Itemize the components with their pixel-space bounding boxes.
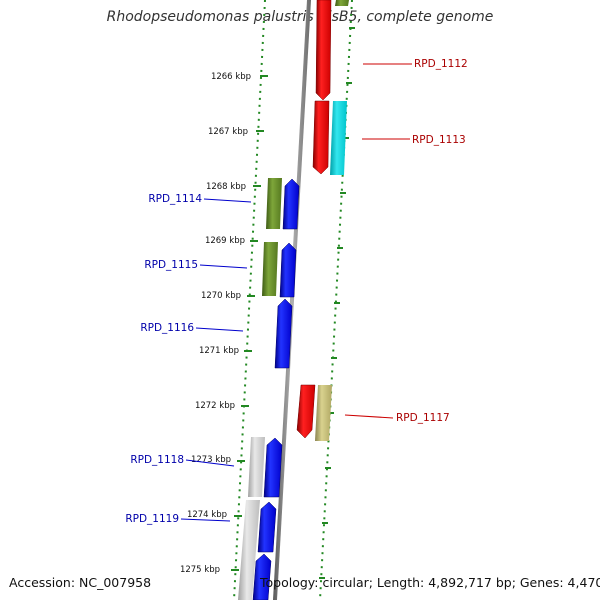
gene-feature-rpd-1118[interactable] — [263, 437, 283, 498]
scale-label-1269: 1269 kbp — [205, 236, 245, 246]
scale-label-1267: 1267 kbp — [208, 127, 248, 137]
gene-label-rpd-1115[interactable]: RPD_1115 — [144, 259, 198, 271]
scale-label-1270: 1270 kbp — [201, 291, 241, 301]
scale-label-1271: 1271 kbp — [199, 346, 239, 356]
accession-text: Accession: NC_007958 — [9, 575, 152, 590]
gene-feature-rpd-1117[interactable] — [296, 384, 316, 439]
gene-label-rpd-1117[interactable]: RPD_1117 — [396, 412, 450, 424]
leader-lines — [180, 63, 412, 522]
gene-feature-rpd-1116[interactable] — [274, 298, 293, 369]
scale-label-1268: 1268 kbp — [206, 182, 246, 192]
gene-feature-rpd-1113[interactable] — [312, 100, 330, 175]
gene-label-rpd-1116[interactable]: RPD_1116 — [140, 322, 194, 334]
gene-label-rpd-1112[interactable]: RPD_1112 — [414, 58, 468, 70]
reverse-cds-features — [252, 178, 300, 600]
cyan-feature — [330, 101, 347, 175]
olive-feature-1114 — [266, 178, 282, 229]
gene-label-rpd-1113[interactable]: RPD_1113 — [412, 134, 466, 146]
grey-feature-1118 — [248, 437, 265, 497]
gene-label-rpd-1114[interactable]: RPD_1114 — [148, 193, 202, 205]
scale-label-1275: 1275 kbp — [180, 565, 220, 575]
gene-feature-rpd-1114[interactable] — [282, 178, 300, 230]
gene-feature-rpd-1115[interactable] — [279, 242, 297, 298]
gene-feature-rpd-1119[interactable] — [257, 501, 277, 553]
scale-label-1266: 1266 kbp — [211, 72, 251, 82]
grey-feature-1119 — [238, 500, 260, 600]
scale-label-1274: 1274 kbp — [187, 510, 227, 520]
gene-label-rpd-1119[interactable]: RPD_1119 — [125, 513, 179, 525]
olive-feature-1115 — [262, 242, 278, 296]
genome-summary-text: Topology: circular; Length: 4,892,717 bp… — [260, 575, 600, 590]
category-features — [238, 0, 349, 600]
gene-label-rpd-1118[interactable]: RPD_1118 — [130, 454, 184, 466]
olive-feature-top — [335, 0, 349, 6]
map-title: Rhodopseudomonas palustris BisB5, comple… — [106, 9, 494, 25]
forward-cds-features — [296, 0, 332, 439]
scale-label-1273: 1273 kbp — [191, 455, 231, 465]
genome-backbone — [273, 0, 311, 600]
khaki-feature — [315, 385, 332, 441]
scale-label-1272: 1272 kbp — [195, 401, 235, 411]
outer-tick-marks — [231, 75, 268, 571]
gene-feature-next — [252, 553, 272, 600]
gene-feature-rpd-1112[interactable] — [315, 0, 332, 101]
